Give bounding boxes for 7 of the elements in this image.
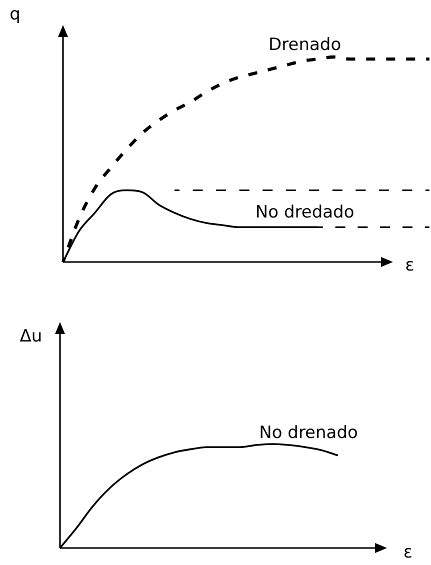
x-axis-title: ε bbox=[405, 255, 414, 276]
series-label: No dredado bbox=[255, 202, 354, 223]
y-axis-title: q bbox=[10, 4, 20, 24]
series-label: Drenado bbox=[268, 35, 342, 56]
series-label: No drenado bbox=[259, 423, 358, 444]
y-axis-title: Δu bbox=[20, 326, 42, 346]
x-axis-title: ε bbox=[403, 542, 413, 562]
